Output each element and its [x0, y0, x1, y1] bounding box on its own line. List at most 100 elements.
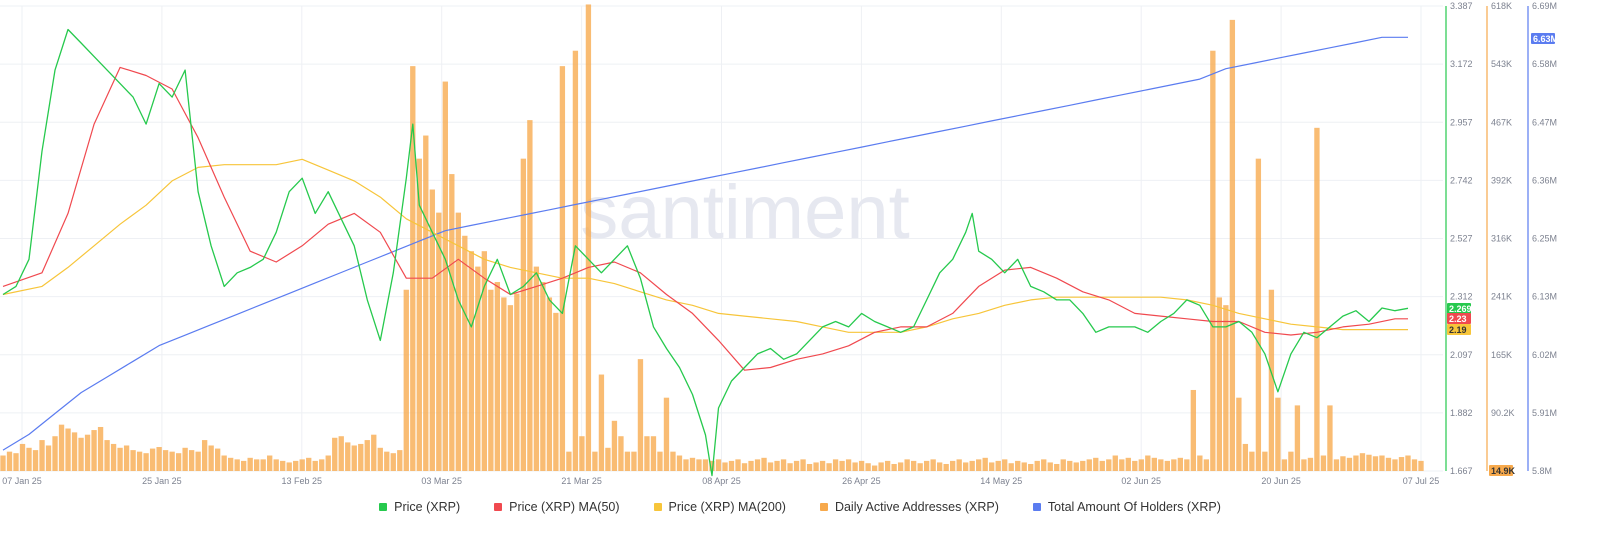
legend-swatch-holders — [1032, 503, 1041, 511]
daa-bar — [1255, 158, 1262, 471]
daa-bar — [1067, 460, 1073, 471]
badge-daa-bg — [1489, 465, 1513, 476]
price-tick-label: 2.097 — [1450, 350, 1473, 360]
daa-bar — [71, 432, 78, 471]
legend-item-daa[interactable]: Daily Active Addresses (XRP) — [819, 500, 999, 514]
daa-bar — [110, 443, 117, 471]
daa-bar — [618, 436, 624, 471]
daa-bar — [1164, 460, 1170, 471]
daa-bar — [84, 434, 91, 471]
daa-bar — [384, 451, 390, 471]
daa-bar — [1190, 389, 1197, 471]
daa-bar — [39, 440, 45, 471]
daa-bar — [1112, 455, 1118, 471]
daa-bar — [319, 459, 325, 471]
daa-tick-label: 165K — [1491, 350, 1512, 360]
legend-label-ma50: Price (XRP) MA(50) — [509, 500, 620, 514]
daa-bar — [247, 457, 253, 471]
daa-bar — [377, 447, 383, 471]
price-tick-label: 1.667 — [1450, 466, 1473, 476]
daa-bar — [410, 66, 416, 471]
daa-bar — [1359, 453, 1366, 471]
x-tick-label: 26 Apr 25 — [842, 476, 881, 486]
daa-bar — [1249, 451, 1255, 471]
daa-bar — [637, 359, 644, 471]
daa-bar — [683, 459, 689, 471]
daa-bar — [1203, 459, 1210, 471]
series-line-ma50 — [2, 66, 1408, 371]
badge-ma200: 2.19 — [1449, 325, 1467, 335]
daa-tick-label: 618K — [1491, 1, 1512, 11]
daa-tick-label: 316K — [1491, 234, 1512, 244]
chart-svg: santiment 3.387 3.172 2.957 2.742 2.527 2.312… — [0, 1, 1558, 486]
legend-label-ma200: Price (XRP) MA(200) — [668, 500, 786, 514]
daa-bar — [735, 459, 741, 471]
badge-price: 2.269 — [1449, 304, 1472, 314]
daa-bar — [754, 459, 761, 471]
legend-swatch-daa — [819, 503, 828, 511]
daa-bar — [13, 453, 19, 471]
daa-bar — [598, 374, 605, 471]
price-tick-label: 2.527 — [1450, 234, 1473, 244]
daa-bar — [1106, 459, 1112, 471]
legend-item-price[interactable]: Price (XRP) — [379, 500, 460, 514]
daa-bar — [989, 462, 995, 471]
daa-bar — [917, 463, 923, 471]
daa-bar — [624, 451, 631, 471]
daa-bar — [533, 266, 540, 471]
daa-bar — [208, 445, 214, 471]
daa-bar — [475, 266, 481, 471]
legend-swatch-ma200 — [653, 503, 662, 511]
daa-bar — [1405, 455, 1411, 471]
daa-bar — [1177, 457, 1183, 471]
daa-bar — [520, 158, 527, 471]
daa-bar — [58, 424, 65, 471]
daa-bar — [709, 460, 715, 471]
daa-bar — [312, 460, 318, 471]
holders-tick-label: 6.25M — [1532, 234, 1557, 244]
daa-bar — [891, 463, 897, 471]
daa-bar — [722, 462, 728, 471]
x-tick-label: 07 Jan 25 — [2, 476, 42, 486]
daa-bar — [910, 460, 917, 471]
daa-bar — [52, 436, 58, 471]
daa-bar — [950, 460, 956, 471]
daa-bar — [169, 451, 175, 471]
daa-bar — [501, 297, 507, 471]
daa-bar — [1002, 459, 1008, 471]
daa-bar — [1099, 460, 1105, 471]
x-tick-label: 20 Jun 25 — [1261, 476, 1301, 486]
daa-bar — [306, 457, 312, 471]
x-tick-label: 21 Mar 25 — [561, 476, 602, 486]
series-line-price — [2, 28, 1409, 477]
daa-bar — [299, 459, 305, 471]
daa-bar — [1197, 455, 1203, 471]
daa-bar — [540, 282, 546, 471]
daa-bar — [1242, 443, 1249, 471]
daa-bar — [800, 459, 806, 471]
holders-tick-label: 6.36M — [1532, 175, 1557, 185]
daa-bar — [963, 462, 969, 471]
daa-bar — [1138, 459, 1144, 471]
daa-bar — [371, 434, 377, 471]
daa-bar — [657, 451, 663, 471]
daa-bar — [1125, 457, 1131, 471]
badge-daa: 14.9K — [1491, 466, 1516, 476]
daa-bar — [280, 460, 286, 471]
daa-bar — [1184, 459, 1190, 471]
daa-bar — [702, 459, 709, 471]
daa-bar — [332, 437, 338, 471]
daa-bar — [97, 426, 104, 471]
daa-bar — [559, 66, 566, 471]
daa-bar — [1333, 459, 1340, 471]
daa-bar — [358, 443, 364, 471]
legend-item-ma200[interactable]: Price (XRP) MA(200) — [653, 500, 786, 514]
daa-bar — [884, 460, 891, 471]
legend-item-ma50[interactable]: Price (XRP) MA(50) — [494, 500, 620, 514]
badge-ma50: 2.23 — [1449, 314, 1467, 324]
daa-bar — [91, 430, 97, 471]
legend-item-holders[interactable]: Total Amount Of Holders (XRP) — [1032, 500, 1221, 514]
daa-bar — [1223, 305, 1229, 471]
daa-tick-label: 392K — [1491, 175, 1512, 185]
daa-bar — [904, 459, 910, 471]
